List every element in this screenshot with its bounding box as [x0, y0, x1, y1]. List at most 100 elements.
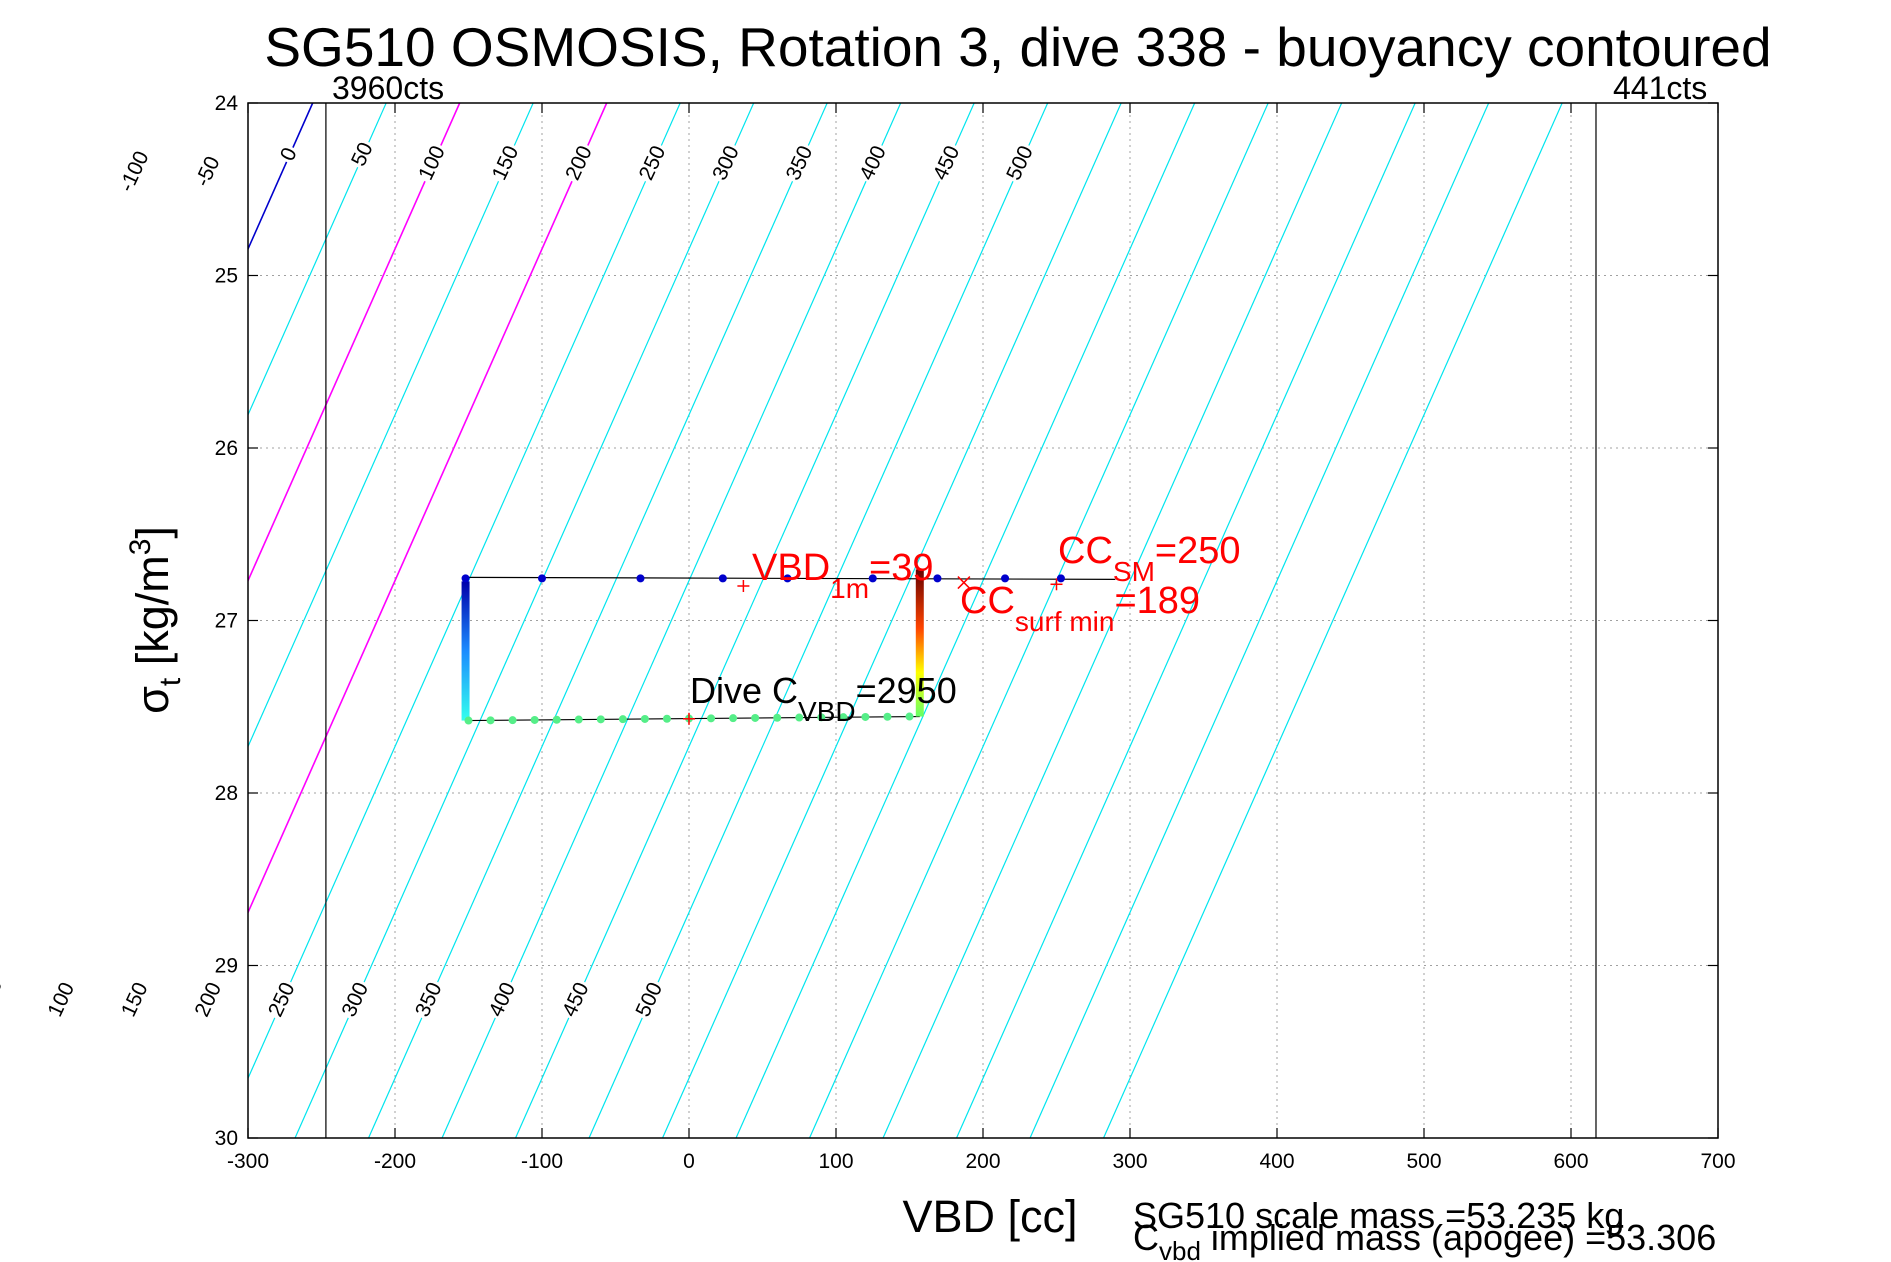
contour-label-bottom-bg-450 — [556, 976, 596, 1023]
trace-apogee-point — [861, 712, 870, 721]
contour-label-top-bg--100 — [113, 145, 156, 198]
contour-line-450 — [514, 103, 975, 1138]
contour-label-top-bg-350 — [779, 139, 820, 186]
contour-line-650 — [808, 103, 1269, 1138]
contour-line-250 — [248, 103, 681, 1080]
annotation-vbd1m-main: VBD — [752, 547, 830, 589]
contour-label-top-bg-100 — [412, 139, 452, 186]
marker-stroke — [957, 576, 971, 590]
x-axis-label: VBD [cc] — [902, 1191, 1077, 1242]
annotation-vbd1m: VBD1m=39 — [752, 547, 934, 604]
contour-label-bottom-bg-350 — [409, 976, 449, 1023]
trace-apogee-point — [552, 715, 561, 724]
contour-label-bottom-bg-100 — [41, 976, 81, 1023]
count-label-left: 3960cts — [332, 70, 444, 106]
annotation-ccsurf-value: =189 — [1114, 580, 1200, 622]
trace-apogee-point — [795, 713, 804, 722]
contour-label-top-bg-400 — [853, 139, 893, 186]
contour-line-400 — [441, 103, 902, 1138]
contour-line--150 — [0, 103, 92, 1138]
contour-label-top-bg-150 — [485, 139, 526, 186]
annotation-ccsurf: CCsurf min=189 — [960, 580, 1200, 637]
contour-label-top-bg--50 — [189, 150, 227, 193]
trace-surface-point — [1001, 574, 1010, 583]
y-axis-label-sigma: σ — [127, 686, 178, 714]
trace-apogee-point — [640, 714, 649, 723]
count-lines — [325, 103, 1597, 1138]
trace-apogee-point — [883, 712, 892, 721]
grid-lines — [248, 103, 1718, 1138]
marker-plus-0 — [737, 580, 750, 592]
y-axis-label-sub: t — [154, 677, 187, 686]
marker-plus-2 — [1050, 578, 1063, 591]
y-tick-label-28: 28 — [215, 782, 238, 805]
trace-surface-point — [636, 574, 645, 583]
y-tick-label-29: 29 — [215, 955, 238, 978]
contour-label-top-bg-200 — [559, 139, 599, 186]
contour-line-600 — [735, 103, 1196, 1138]
trace-ascent-bar — [915, 569, 924, 717]
x-axis-ticks: -300 -200 -100 0 100 200 300 400 500 600 700 — [227, 103, 1736, 1173]
trace-surface-point — [461, 574, 470, 583]
trace-apogee-point — [729, 714, 738, 723]
trace-apogee-point — [508, 716, 517, 725]
x-tick-label--300: -300 — [227, 1150, 269, 1173]
annotation-divec-main: Dive C — [690, 670, 798, 711]
marker-cross-1 — [957, 576, 971, 590]
x-tick-label--200: -200 — [374, 1150, 416, 1173]
contour-label-bottom-bg-300 — [335, 976, 375, 1023]
footer-scale-mass: SG510 scale mass =53.235 kg — [1133, 1195, 1624, 1236]
x-tick-label-400: 400 — [1259, 1150, 1294, 1173]
contour-label-bottom-bg-50 — [0, 973, 9, 1009]
trace-apogee-point — [817, 713, 826, 722]
contour-line-800 — [1029, 103, 1490, 1138]
contour-label-bottom-bg-150 — [115, 976, 155, 1023]
contour-line-350 — [367, 103, 828, 1138]
trace-apogee-point — [905, 712, 914, 721]
x-tick-label-0: 0 — [683, 1150, 695, 1173]
trace-surface-point — [718, 574, 727, 583]
annotation-ccsm-value: =250 — [1155, 530, 1241, 572]
contour-label-top-bg-300 — [706, 139, 746, 186]
contour-label-top-bg-250 — [632, 139, 673, 186]
y-tick-label-27: 27 — [215, 610, 238, 633]
contour-label-top-bg-50 — [345, 136, 380, 173]
annotation-ccsurf-sub: surf min — [1015, 606, 1115, 637]
annotation-vbd1m-value: =39 — [869, 547, 933, 589]
contour-line-50 — [248, 103, 387, 417]
contour-line-300 — [294, 103, 755, 1138]
trace-surface-point — [868, 574, 877, 583]
contour-label-top-50: 50 — [347, 139, 378, 170]
contour-label-top-bg-500 — [1000, 139, 1040, 186]
contour-label-bottom-bg-400 — [482, 976, 522, 1023]
contour-line-500 — [588, 103, 1049, 1138]
y-axis-label-sup: 3 — [124, 539, 157, 556]
y-axis-label-unit: [kg/m — [127, 555, 178, 678]
trace-apogee-point — [530, 715, 539, 724]
annotation-ccsm: CCSM=250 — [1058, 530, 1240, 587]
y-axis-label-close: ] — [127, 526, 178, 539]
contour-line-750 — [955, 103, 1416, 1138]
y-tick-label-24: 24 — [215, 92, 239, 115]
contour-line-100 — [248, 103, 461, 583]
x-tick-label-200: 200 — [965, 1150, 1000, 1173]
contour-label-bottom-bg-250 — [262, 976, 302, 1023]
annotation-divec: Dive CVBD=2950 — [690, 670, 957, 727]
annotation-ccsm-main: CC — [1058, 530, 1113, 572]
x-tick-label-600: 600 — [1553, 1150, 1588, 1173]
x-tick-label-100: 100 — [818, 1150, 853, 1173]
annotation-vbd1m-sub: 1m — [830, 573, 869, 604]
trace-apogee-point — [707, 714, 716, 723]
annotation-ccsm-sub: SM — [1113, 556, 1155, 587]
count-label-right: 441cts — [1613, 70, 1707, 106]
x-tick-label-500: 500 — [1406, 1150, 1441, 1173]
trace-apogee-point — [839, 713, 848, 722]
annotation-ccsurf-main: CC — [960, 580, 1015, 622]
x-tick-label-700: 700 — [1700, 1150, 1735, 1173]
contour-line-550 — [661, 103, 1122, 1138]
y-tick-label-30: 30 — [215, 1127, 238, 1150]
reference-markers — [683, 576, 1063, 725]
contour-label-bottom-50: 50 — [0, 976, 7, 1007]
trace-apogee-point — [574, 715, 583, 724]
